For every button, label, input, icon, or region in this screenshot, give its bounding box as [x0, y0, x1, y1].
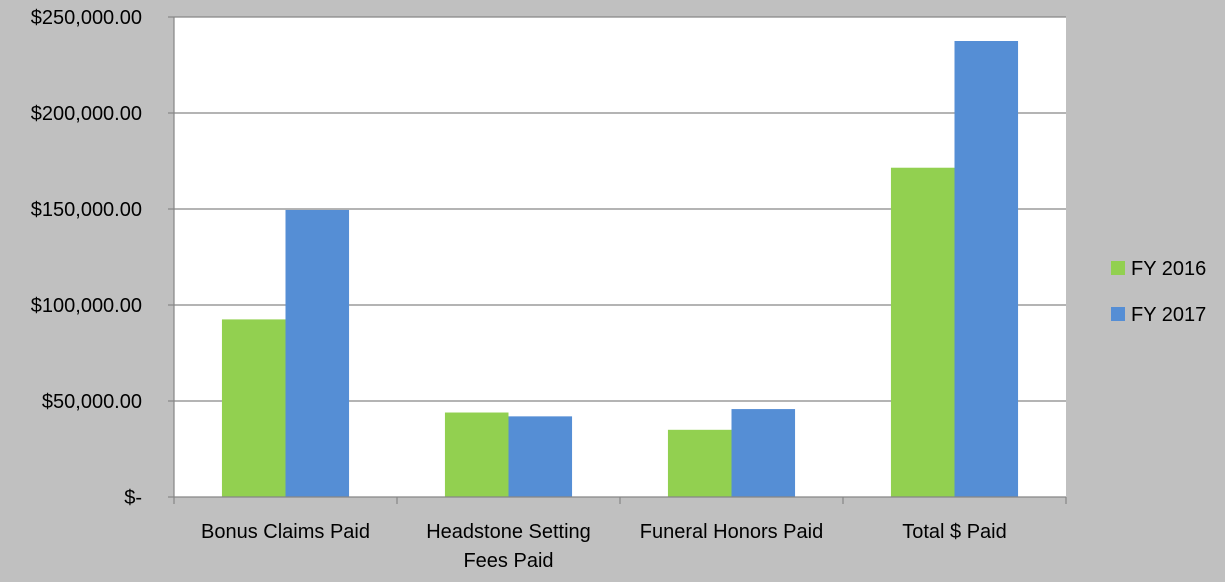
bar-fy-2017	[731, 409, 796, 497]
legend-swatch	[1111, 307, 1125, 321]
y-tick-label: $250,000.00	[31, 7, 142, 29]
y-tick-labels: $- $50,000.00 $100,000.00 $150,000.00 $200,0…	[31, 7, 142, 509]
y-tick-label: $100,000.00	[31, 295, 142, 317]
x-tick-label: Funeral Honors Paid	[640, 521, 823, 543]
axes	[168, 16, 1067, 504]
legend-label[interactable]: FY 2016	[1131, 258, 1206, 280]
legend-swatch	[1111, 261, 1125, 275]
bar-fy-2017	[285, 209, 350, 497]
x-tick-label: Bonus Claims Paid	[201, 521, 370, 543]
bars	[221, 41, 1019, 497]
bar-fy-2016	[221, 319, 286, 497]
bar-fy-2017	[954, 41, 1019, 497]
x-tick-label: Total $ Paid	[902, 521, 1007, 543]
bar-fy-2017	[508, 416, 573, 497]
y-tick-label: $-	[124, 487, 142, 509]
bar-fy-2016	[667, 429, 732, 497]
x-tick-labels: Bonus Claims Paid Headstone Setting Fees P…	[201, 521, 1007, 572]
x-tick-label: Fees Paid	[463, 550, 553, 572]
bar-fy-2016	[890, 167, 955, 497]
y-tick-label: $50,000.00	[42, 391, 142, 413]
x-tick-label: Headstone Setting	[426, 521, 591, 543]
y-tick-label: $150,000.00	[31, 199, 142, 221]
y-tick-label: $200,000.00	[31, 103, 142, 125]
legend-label[interactable]: FY 2017	[1131, 304, 1206, 326]
legend[interactable]: FY 2016 FY 2017	[1111, 258, 1206, 326]
bar-fy-2016	[444, 412, 509, 497]
